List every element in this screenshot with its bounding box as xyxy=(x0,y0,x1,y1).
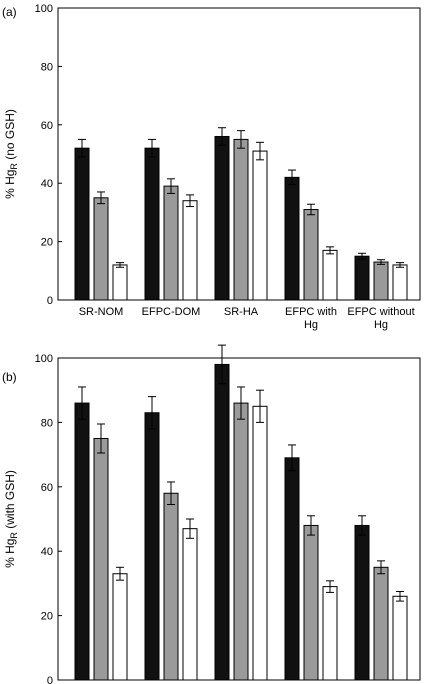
y-tick-label: 0 xyxy=(47,295,53,307)
bar xyxy=(214,363,230,681)
category-label: SR-NOM xyxy=(79,306,124,318)
bar xyxy=(322,586,338,681)
y-tick-label: 80 xyxy=(41,417,53,429)
y-tick-label: 100 xyxy=(35,3,53,15)
bar xyxy=(303,524,319,681)
y-axis-label: % HgR (with GSH) xyxy=(3,470,19,568)
bar xyxy=(354,255,370,301)
plot-frame xyxy=(57,7,421,301)
bar xyxy=(93,438,109,681)
bar xyxy=(354,524,370,681)
category-label: SR-HA xyxy=(224,306,259,318)
y-tick-label: 40 xyxy=(41,546,53,558)
bar xyxy=(322,249,338,301)
y-tick-label: 60 xyxy=(41,482,53,494)
bar xyxy=(214,135,230,301)
bar xyxy=(303,208,319,301)
bar xyxy=(233,402,249,681)
bar xyxy=(93,197,109,301)
bar xyxy=(74,402,90,681)
panel-label: (a) xyxy=(2,5,17,19)
bar xyxy=(74,147,90,301)
y-tick-label: 100 xyxy=(35,353,53,365)
y-axis-label: % HgR (no GSH) xyxy=(3,109,19,199)
bar xyxy=(182,200,198,301)
bar xyxy=(373,566,389,681)
bar xyxy=(163,492,179,681)
category-label: EFPC without Hg xyxy=(347,306,414,331)
y-tick-label: 60 xyxy=(41,120,53,132)
bar xyxy=(284,457,300,681)
bar xyxy=(252,150,268,301)
bar xyxy=(233,138,249,301)
bar xyxy=(392,264,408,301)
bar xyxy=(182,528,198,681)
bar xyxy=(163,185,179,301)
bar xyxy=(144,412,160,681)
y-tick-label: 40 xyxy=(41,178,53,190)
bar xyxy=(112,573,128,681)
bar xyxy=(284,176,300,301)
y-tick-label: 80 xyxy=(41,61,53,73)
bar xyxy=(112,264,128,301)
category-label: EFPC-DOM xyxy=(142,306,201,318)
category-label: EFPC with Hg xyxy=(285,306,337,331)
panel-label: (b) xyxy=(2,370,17,384)
chart-panel-1: (a) % HgR (no GSH) 0 20 40 60 80 100 SR-NOM EFPC-… xyxy=(2,3,421,331)
chart-panel-2: (b)% HgR (with GSH)020406080100SR-NOMEFP… xyxy=(2,344,421,684)
plot-frame xyxy=(57,357,421,681)
y-tick-label: 20 xyxy=(41,611,53,623)
y-tick-label: 0 xyxy=(47,675,53,684)
bar xyxy=(144,147,160,301)
bar xyxy=(252,405,268,681)
bar xyxy=(373,261,389,301)
y-tick-label: 20 xyxy=(41,237,53,249)
bar xyxy=(392,595,408,681)
